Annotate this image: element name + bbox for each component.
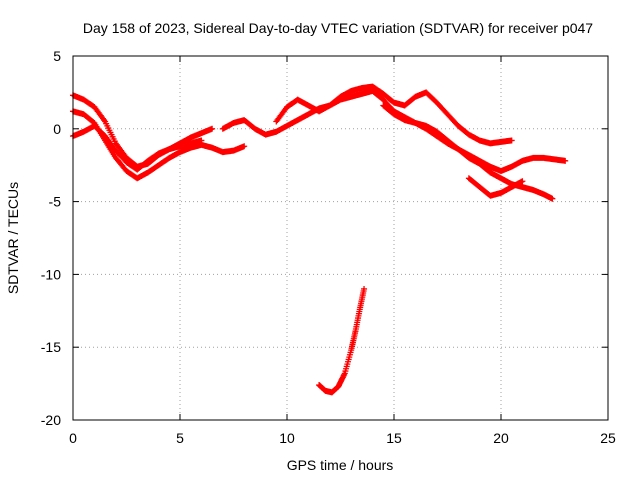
chart-title: Day 158 of 2023, Sidereal Day-to-day VTE… <box>83 20 593 36</box>
x-tick-label: 0 <box>69 430 77 446</box>
y-tick-labels: 5 0 -5 -10 -15 -20 <box>41 48 61 428</box>
y-tick-label: -20 <box>41 412 61 428</box>
series-track-e <box>273 83 515 147</box>
data-point-markers <box>465 175 526 199</box>
y-tick-label: -15 <box>41 339 61 355</box>
x-axis-label: GPS time / hours <box>287 457 394 473</box>
x-tick-label: 10 <box>279 430 295 446</box>
x-tick-label: 25 <box>600 430 616 446</box>
y-tick-label: 5 <box>53 48 61 64</box>
plot-frame <box>72 55 609 421</box>
x-tick-label: 5 <box>176 430 184 446</box>
series-track-g <box>465 175 526 199</box>
y-tick-label: 0 <box>53 121 61 137</box>
y-tick-label: -10 <box>41 266 61 282</box>
x-tick-label: 20 <box>493 430 509 446</box>
y-tick-label: -5 <box>49 194 62 210</box>
x-tick-label: 15 <box>386 430 402 446</box>
x-tick-labels: 0 5 10 15 20 25 <box>69 430 616 446</box>
series-track-h <box>316 285 368 396</box>
data-marks <box>70 83 569 396</box>
data-point-markers <box>316 285 368 396</box>
data-point-markers <box>273 83 515 147</box>
y-axis-label: SDTVAR / TECUs <box>5 182 21 294</box>
